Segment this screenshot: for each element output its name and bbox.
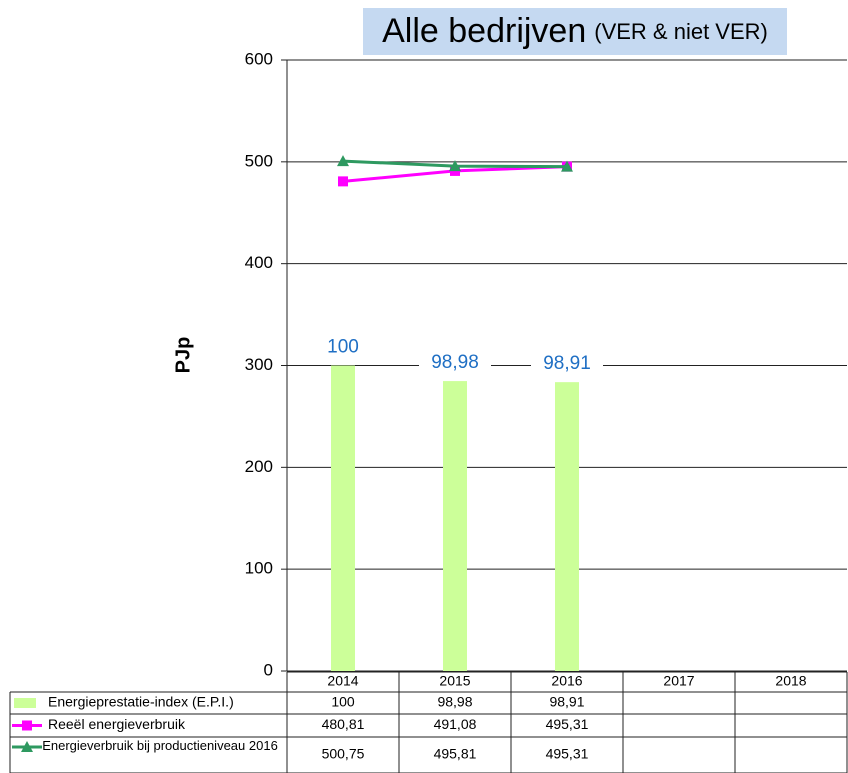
y-tick-label: 400 <box>245 253 273 272</box>
data-label: 100 <box>327 337 359 358</box>
point <box>337 155 349 167</box>
data-label: 98,91 <box>543 353 591 374</box>
bar <box>331 365 355 671</box>
point <box>449 160 461 172</box>
data-label-bg <box>531 352 603 377</box>
data-label: 98,98 <box>431 352 479 373</box>
y-tick-label: 0 <box>264 660 273 679</box>
table-cell: 500,75 <box>322 746 365 762</box>
x-tick-label: 2018 <box>775 673 806 689</box>
x-tick-label: 2017 <box>663 673 694 689</box>
x-tick-label: 2016 <box>551 673 582 689</box>
table-cell: 495,81 <box>434 746 477 762</box>
table-cell: 98,98 <box>437 694 472 710</box>
x-tick-label: 2015 <box>439 673 470 689</box>
table-cell: 480,81 <box>322 716 365 732</box>
y-tick-label: 300 <box>245 355 273 374</box>
table-cell: 100 <box>331 694 355 710</box>
table-cell: 495,31 <box>546 746 589 762</box>
title: Alle bedrijven (VER & niet VER) <box>382 12 768 50</box>
bar <box>443 381 467 671</box>
title-box <box>363 8 787 55</box>
y-axis-label: PJp <box>172 337 194 374</box>
legend-label: Energieprestatie-index (E.P.I.) <box>48 694 234 710</box>
bar <box>555 382 579 671</box>
legend-label: Reeël energieverbruik <box>48 716 186 732</box>
y-tick-label: 100 <box>245 559 273 578</box>
legend-marker <box>21 741 33 752</box>
table-cell: 495,31 <box>546 716 589 732</box>
point <box>561 160 573 172</box>
table-cell: 491,08 <box>434 716 477 732</box>
chart-title: Alle bedrijven <box>382 12 586 50</box>
data-label-bg <box>419 351 491 376</box>
y-tick-label: 600 <box>245 49 273 68</box>
legend-key <box>14 698 36 708</box>
data-table: 2014 2015 2016 2017 2018 Energieprestatie-ind… <box>9 671 848 773</box>
data-label-bg <box>307 335 379 360</box>
point <box>338 176 348 187</box>
legend-marker <box>22 720 32 731</box>
y-tick-label: 200 <box>245 457 273 476</box>
table-cell: 98,91 <box>549 694 584 710</box>
x-tick-label: 2014 <box>327 673 358 689</box>
legend-label: Energieverbruik bij productieniveau 2016 <box>42 738 278 753</box>
y-tick-label: 500 <box>245 151 273 170</box>
chart-subtitle: (VER & niet VER) <box>594 19 768 44</box>
